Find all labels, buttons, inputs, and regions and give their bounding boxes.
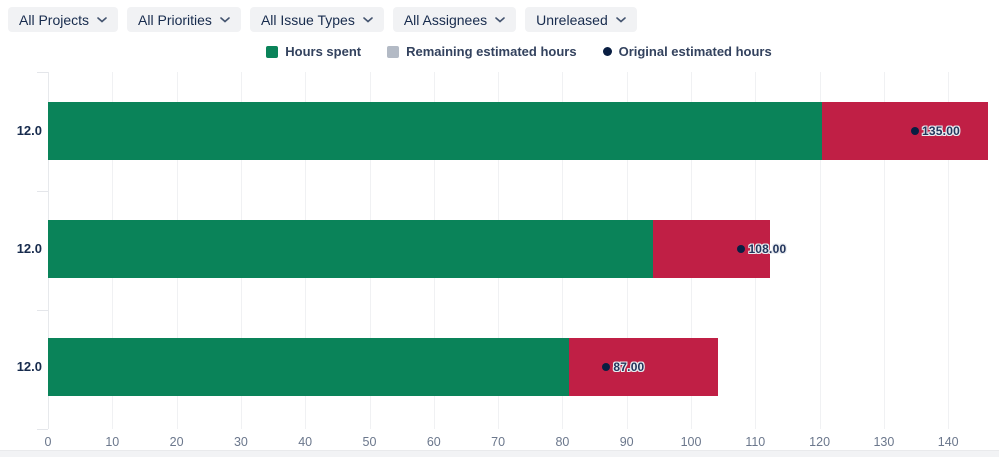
- y-axis-category-label: 12.0: [16, 123, 42, 138]
- x-axis-tick-label: 140: [937, 435, 959, 449]
- y-axis-category-label: 12.0: [16, 241, 42, 256]
- hours-spent-bar-segment[interactable]: [48, 338, 569, 396]
- bar-row: [48, 220, 771, 278]
- original-estimated-hours-dot-icon: [602, 47, 612, 56]
- gridline: [883, 72, 885, 429]
- filter-all-assignees[interactable]: All Assignees: [392, 7, 517, 32]
- original-estimate-marker: 108.00: [737, 241, 786, 257]
- original-estimate-dot-icon: [737, 245, 746, 253]
- legend-label: Original estimated hours: [618, 44, 772, 59]
- chevron-down-icon: [615, 17, 626, 23]
- hours-spent-swatch-icon: [266, 45, 279, 58]
- x-axis-tick-label: 120: [809, 435, 831, 449]
- filter-label: Unreleased: [536, 11, 608, 28]
- original-estimate-marker: 87.00: [602, 359, 644, 375]
- plot-area: 0 10 20 30 40 50 60 70 80 90 100 110 120 130 140 12.0 13…: [17, 72, 990, 449]
- x-axis-tick-label: 130: [873, 435, 895, 449]
- x-axis-tick-label: 100: [680, 435, 702, 449]
- chart-legend: Hours spent Remaining estimated hours Or…: [48, 44, 990, 59]
- estimate-value-label: 108.00: [748, 242, 787, 256]
- filter-all-priorities[interactable]: All Priorities: [127, 7, 241, 32]
- filter-label: All Issue Types: [260, 11, 355, 28]
- chevron-down-icon: [495, 17, 505, 23]
- filter-label: All Projects: [19, 11, 90, 28]
- gridline: [819, 72, 821, 429]
- filter-all-projects[interactable]: All Projects: [8, 7, 119, 32]
- bottom-strip: [0, 450, 999, 457]
- x-axis-tick-label: 70: [491, 435, 506, 449]
- filter-label: All Priorities: [138, 11, 212, 28]
- category-axis-tick: [37, 429, 48, 430]
- gridline: [948, 72, 950, 429]
- estimate-value-label: 135.00: [922, 124, 960, 138]
- legend-item-original-estimated-hours[interactable]: Original estimated hours: [602, 44, 772, 59]
- category-axis-tick: [37, 191, 48, 192]
- original-estimate-marker: 135.00: [911, 123, 960, 139]
- chevron-down-icon: [97, 17, 107, 23]
- x-axis-tick-label: 30: [233, 435, 248, 449]
- x-axis-tick-label: 50: [362, 435, 377, 449]
- filter-unreleased[interactable]: Unreleased: [525, 7, 637, 32]
- x-axis-tick-label: 40: [298, 435, 313, 449]
- x-axis-tick-label: 90: [619, 435, 634, 449]
- x-axis-tick-label: 20: [169, 435, 184, 449]
- y-axis-category-label: 12.0: [16, 359, 42, 374]
- chevron-down-icon: [363, 17, 373, 23]
- overspent-bar-segment[interactable]: [822, 102, 989, 160]
- x-axis-tick-label: 60: [426, 435, 441, 449]
- overspent-bar-segment[interactable]: [653, 220, 771, 278]
- x-axis-tick-label: 80: [555, 435, 570, 449]
- legend-item-hours-spent[interactable]: Hours spent: [266, 44, 361, 59]
- estimate-value-label: 87.00: [613, 360, 645, 374]
- x-axis-tick-label: 110: [745, 435, 766, 449]
- stacked-bar-chart: 0 10 20 30 40 50 60 70 80 90 100 110 120 130 140 12.0 13…: [0, 68, 999, 450]
- hours-spent-bar-segment[interactable]: [48, 102, 823, 160]
- filter-bar: All Projects All Priorities All Issue Ty…: [8, 7, 637, 32]
- remaining-estimated-hours-swatch-icon: [387, 45, 400, 58]
- filter-label: All Assignees: [403, 11, 488, 28]
- legend-item-remaining-estimated-hours[interactable]: Remaining estimated hours: [387, 44, 577, 59]
- original-estimate-dot-icon: [911, 127, 920, 135]
- filter-all-issue-types[interactable]: All Issue Types: [249, 7, 384, 32]
- x-axis-tick-label: 10: [105, 435, 120, 449]
- hours-spent-bar-segment[interactable]: [48, 220, 654, 278]
- category-axis-tick: [37, 72, 48, 73]
- overspent-bar-segment[interactable]: [568, 338, 718, 396]
- x-axis-tick-label: 0: [44, 435, 52, 449]
- legend-label: Hours spent: [285, 44, 362, 59]
- chevron-down-icon: [220, 17, 230, 23]
- legend-label: Remaining estimated hours: [406, 44, 577, 59]
- bar-row: [48, 338, 718, 396]
- category-axis-tick: [37, 310, 48, 311]
- bar-row: [48, 102, 989, 160]
- original-estimate-dot-icon: [602, 363, 611, 371]
